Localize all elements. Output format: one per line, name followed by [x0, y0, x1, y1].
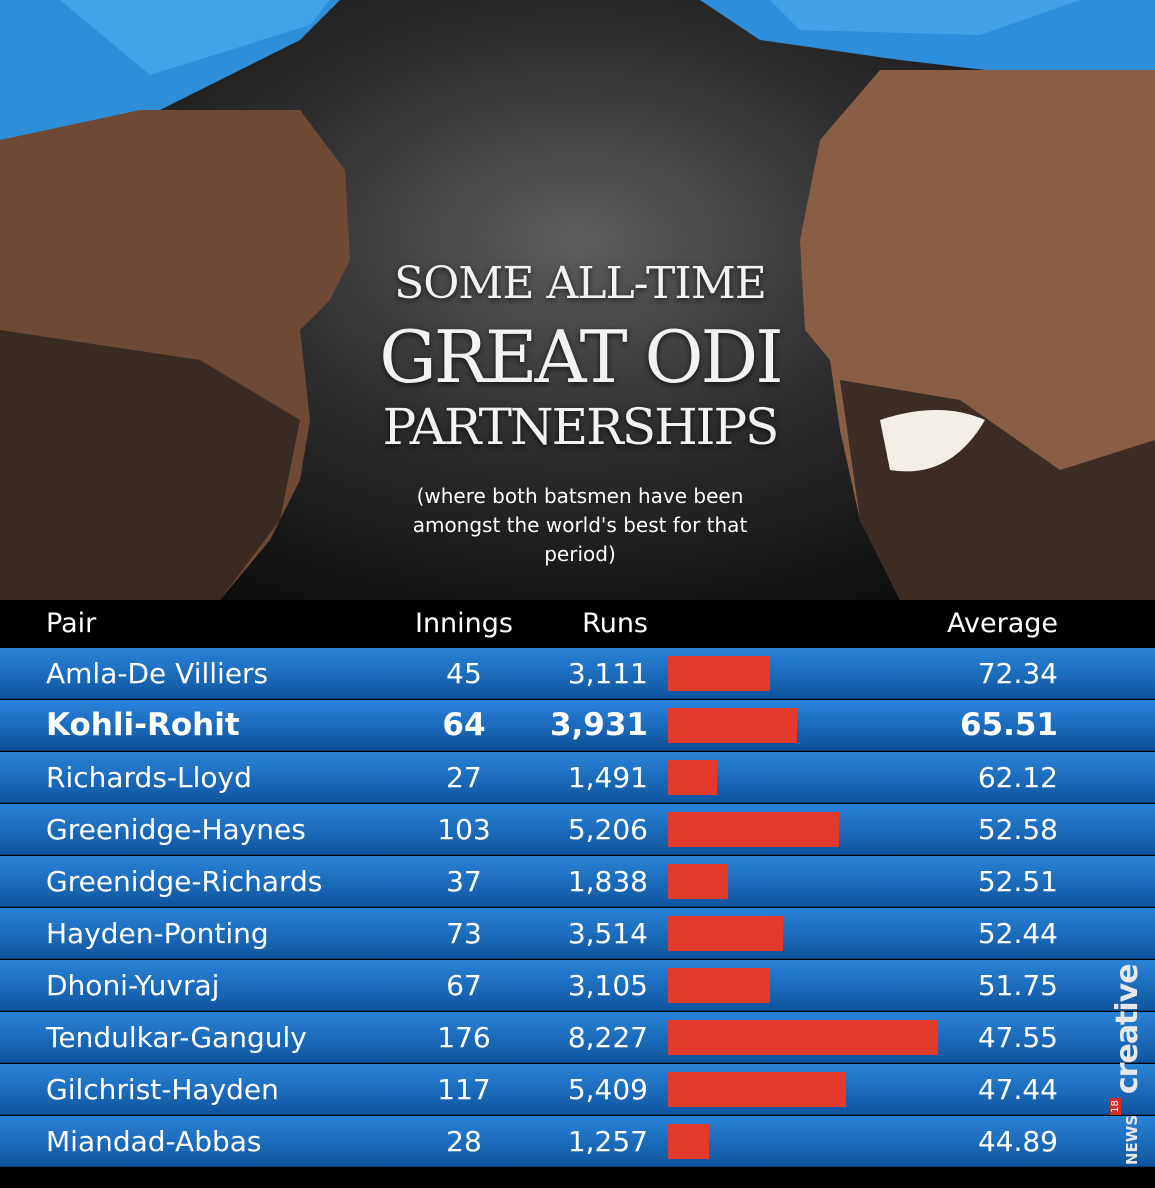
innings-value: 64 [442, 707, 486, 743]
average-value: 52.51 [977, 865, 1058, 898]
runs-value: 3,931 [549, 707, 648, 743]
runs-value: 5,206 [567, 813, 648, 846]
table-row: Hayden-Ponting 73 3,514 52.44 [0, 908, 1155, 959]
header-average: Average [947, 608, 1058, 639]
brand-creative: creative [1110, 964, 1145, 1095]
runs-bar [668, 708, 797, 743]
header-runs: Runs [582, 608, 648, 639]
average-value: 52.58 [977, 813, 1058, 846]
left-cap-highlight [60, 0, 330, 75]
pair-name: Dhoni-Yuvraj [46, 969, 220, 1002]
average-value: 62.12 [977, 761, 1058, 794]
runs-bar [668, 968, 770, 1003]
runs-bar [668, 1124, 709, 1159]
runs-value: 1,257 [567, 1125, 648, 1158]
runs-bar [668, 656, 770, 691]
runs-value: 3,111 [567, 657, 648, 690]
header-innings: Innings [414, 608, 513, 639]
runs-value: 1,491 [567, 761, 648, 794]
average-value: 52.44 [977, 917, 1058, 950]
pair-name: Tendulkar-Ganguly [46, 1021, 307, 1054]
pair-name: Richards-Lloyd [46, 761, 252, 794]
table-header: Pair Innings Runs Average [0, 600, 1155, 648]
pair-name: Gilchrist-Hayden [46, 1073, 279, 1106]
runs-value: 5,409 [567, 1073, 648, 1106]
brand-18: 18 [1110, 1098, 1121, 1115]
innings-value: 45 [446, 657, 482, 690]
runs-value: 3,514 [567, 917, 648, 950]
pair-name: Amla-De Villiers [46, 657, 269, 690]
runs-value: 1,838 [567, 865, 648, 898]
pair-name: Hayden-Ponting [46, 917, 269, 950]
innings-value: 27 [446, 761, 482, 794]
title-line-2: GREAT ODI [379, 315, 783, 399]
average-value: 47.55 [977, 1021, 1058, 1054]
partnerships-table: Pair Innings Runs Average Amla-De Villie… [0, 600, 1155, 1188]
runs-bar [668, 864, 728, 899]
table-row: Miandad-Abbas 28 1,257 44.89 [0, 1116, 1155, 1167]
title-line-1: SOME ALL-TIME [394, 258, 767, 309]
brand-news: NEWS [1123, 1114, 1141, 1165]
right-smile-shape [880, 410, 985, 472]
table-row: Greenidge-Richards 37 1,838 52.51 [0, 856, 1155, 907]
pair-name: Greenidge-Haynes [46, 813, 306, 846]
table-row: Gilchrist-Hayden 117 5,409 47.44 [0, 1064, 1155, 1115]
innings-value: 28 [446, 1125, 482, 1158]
table-row: Greenidge-Haynes 103 5,206 52.58 [0, 804, 1155, 855]
news18-creative-logo: NEWS18 creative [1110, 964, 1145, 1165]
average-value: 72.34 [977, 657, 1058, 690]
pair-name: Greenidge-Richards [46, 865, 323, 898]
portraits-illustration [0, 0, 1155, 600]
runs-value: 3,105 [567, 969, 648, 1002]
left-beard-shape [0, 330, 300, 600]
table-row: Kohli-Rohit 64 3,931 65.51 [0, 700, 1155, 751]
average-value: 65.51 [959, 707, 1058, 743]
runs-bar [668, 1072, 846, 1107]
runs-value: 8,227 [567, 1021, 648, 1054]
runs-bar [668, 1020, 938, 1055]
table-row: Amla-De Villiers 45 3,111 72.34 [0, 648, 1155, 699]
title-line-3: PARTNERSHIPS [382, 398, 780, 456]
header-pair: Pair [46, 608, 97, 639]
runs-bar [668, 916, 783, 951]
average-value: 44.89 [977, 1125, 1058, 1158]
right-cap-highlight [770, 0, 1080, 35]
runs-bar [668, 812, 839, 847]
innings-value: 73 [446, 917, 482, 950]
table-row: Richards-Lloyd 27 1,491 62.12 [0, 752, 1155, 803]
subtitle: (where both batsmen have been amongst th… [412, 484, 748, 566]
hero-photo: SOME ALL-TIME GREAT ODI PARTNERSHIPS (wh… [0, 0, 1155, 600]
table-row: Tendulkar-Ganguly 176 8,227 47.55 [0, 1012, 1155, 1063]
innings-value: 117 [437, 1073, 491, 1106]
average-value: 47.44 [977, 1073, 1058, 1106]
innings-value: 67 [446, 969, 482, 1002]
innings-value: 103 [437, 813, 491, 846]
table-row: Dhoni-Yuvraj 67 3,105 51.75 [0, 960, 1155, 1011]
innings-value: 176 [437, 1021, 491, 1054]
bottom-band [0, 1175, 1155, 1188]
average-value: 51.75 [977, 969, 1058, 1002]
runs-bar [668, 760, 717, 795]
pair-name: Miandad-Abbas [46, 1125, 262, 1158]
pair-name: Kohli-Rohit [46, 707, 240, 743]
innings-value: 37 [446, 865, 482, 898]
